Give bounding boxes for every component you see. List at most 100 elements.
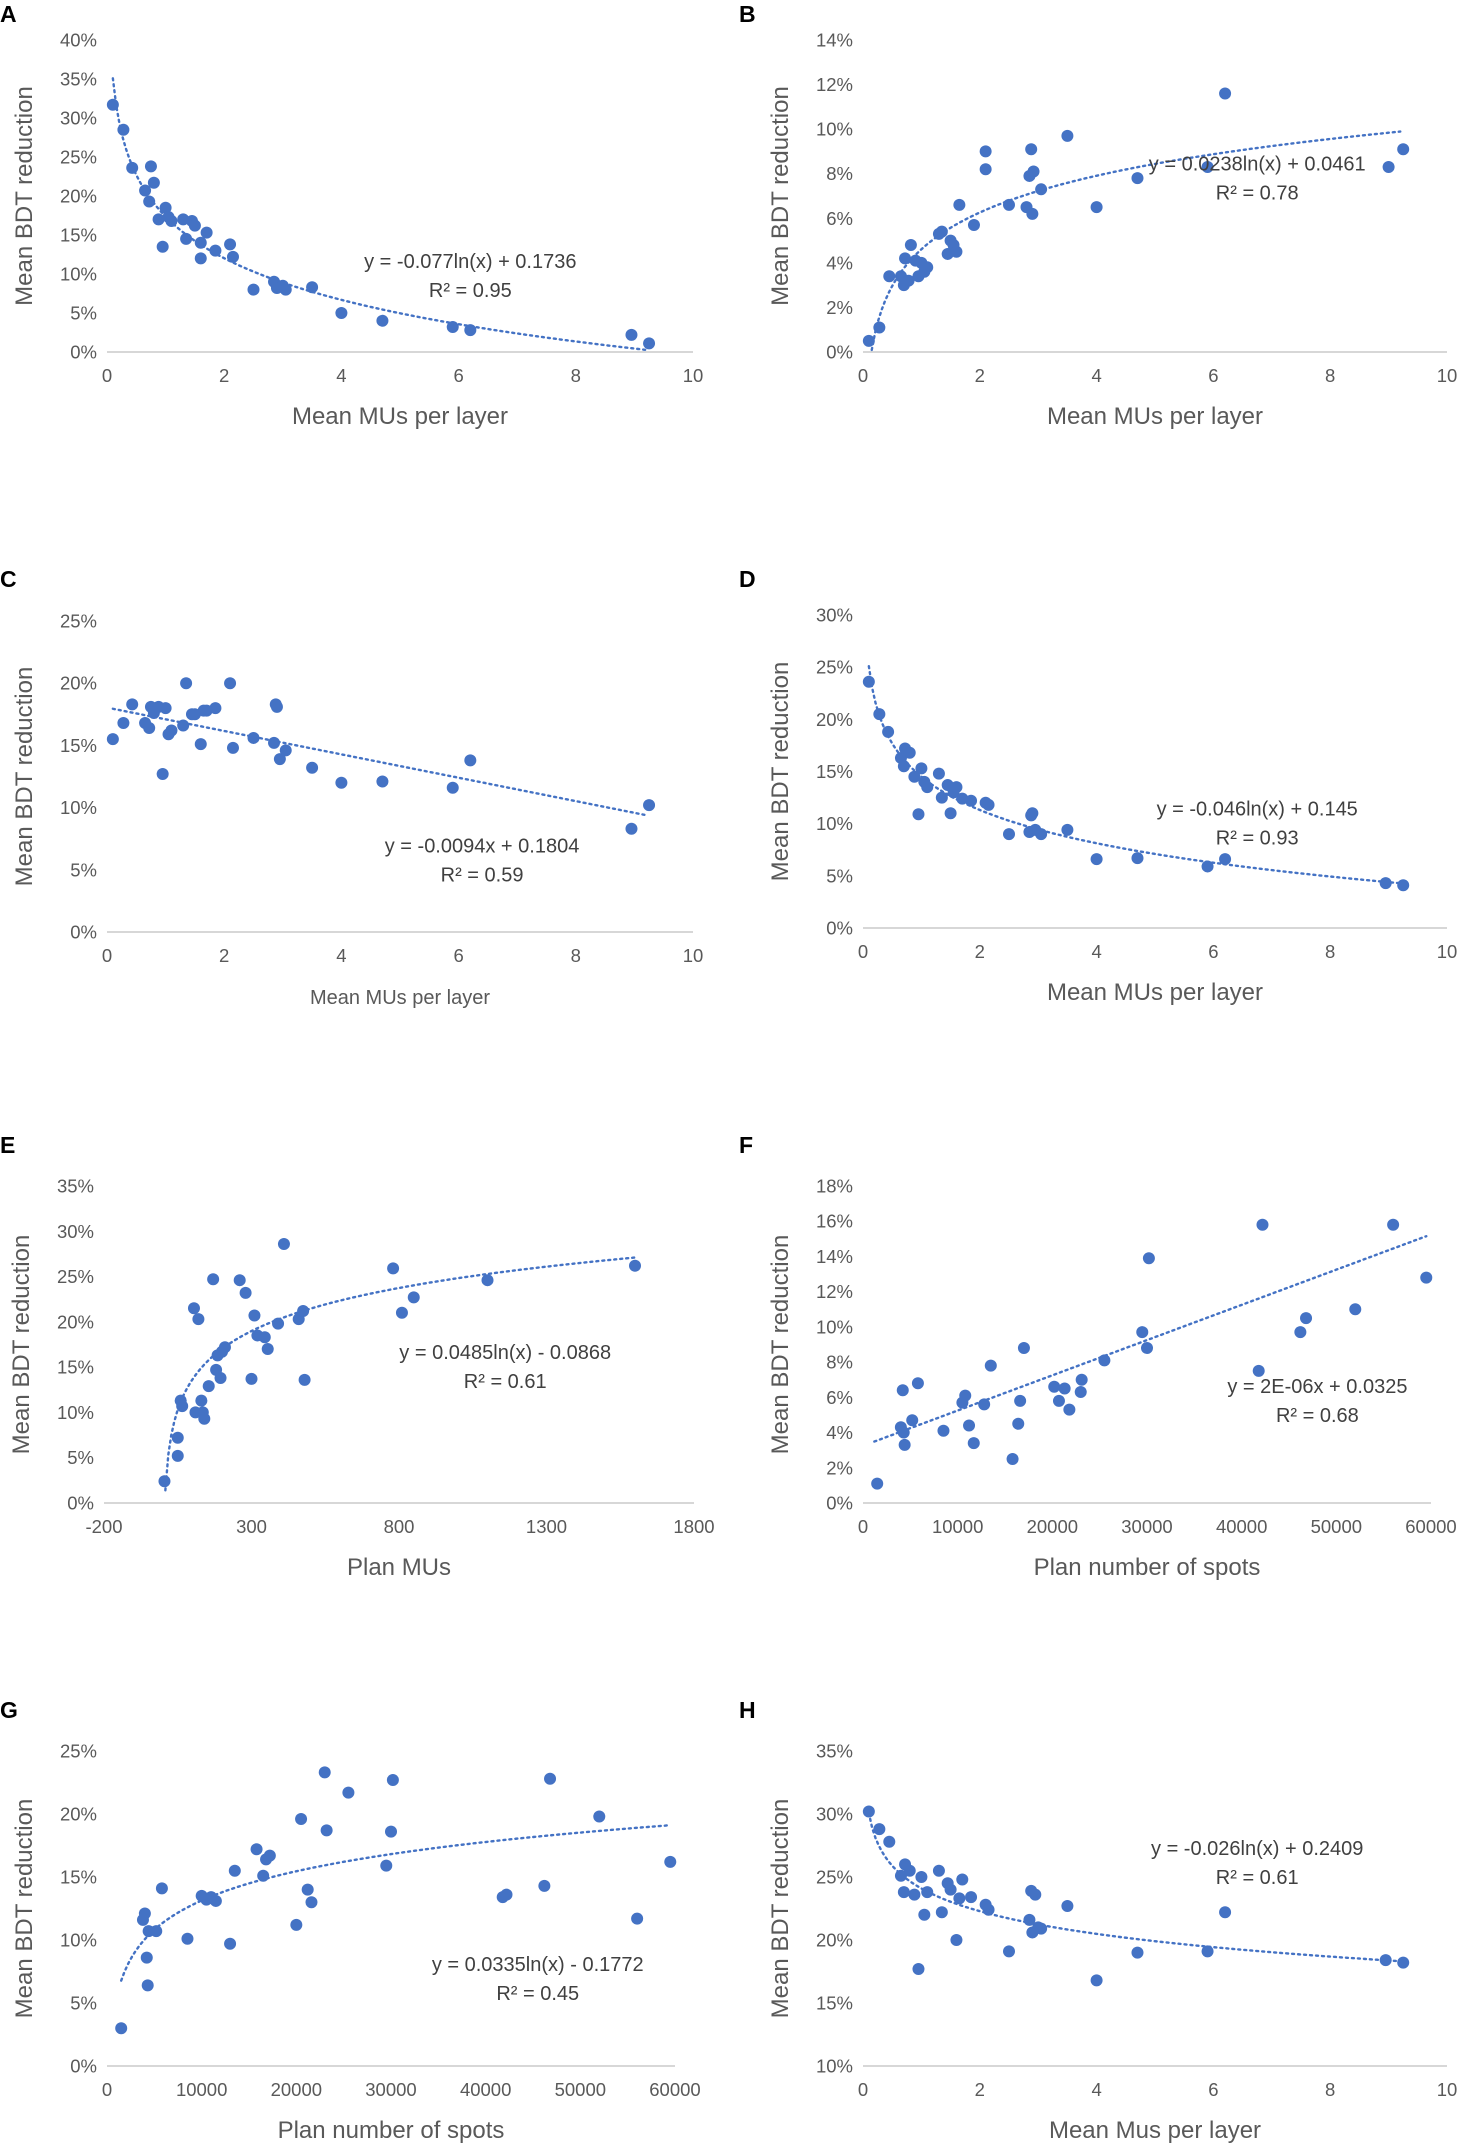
data-point bbox=[643, 337, 656, 350]
x-tick-label: 0 bbox=[102, 945, 112, 966]
data-point bbox=[318, 1766, 331, 1779]
trendline-equation: y = -0.0094x + 0.1804 bbox=[385, 835, 580, 857]
data-point bbox=[214, 1372, 227, 1385]
data-point bbox=[908, 1888, 921, 1901]
data-point bbox=[224, 677, 237, 690]
x-axis-title: Plan MUs bbox=[347, 1554, 451, 1581]
data-point bbox=[165, 724, 178, 737]
data-point bbox=[903, 1864, 916, 1877]
y-tick-label: 4% bbox=[826, 1422, 853, 1443]
y-tick-label: 20% bbox=[60, 186, 97, 207]
data-point bbox=[144, 160, 157, 173]
y-tick-label: 10% bbox=[60, 264, 97, 285]
y-tick-label: 18% bbox=[816, 1176, 853, 1197]
panel-letter: B bbox=[739, 1, 756, 27]
data-point bbox=[912, 1962, 925, 1975]
y-tick-label: 14% bbox=[816, 1246, 853, 1267]
data-point bbox=[1061, 823, 1074, 836]
x-tick-label: 60000 bbox=[649, 2079, 700, 2100]
data-point bbox=[194, 738, 207, 751]
panel-letter: H bbox=[739, 1697, 756, 1723]
x-tick-label: 50000 bbox=[555, 2079, 606, 2100]
r-squared-label: R² = 0.45 bbox=[496, 1983, 579, 2005]
data-point bbox=[165, 214, 178, 227]
x-tick-label: 6 bbox=[1208, 2079, 1218, 2100]
data-point bbox=[207, 1273, 220, 1286]
data-point bbox=[911, 1377, 924, 1390]
data-point bbox=[967, 1437, 980, 1450]
y-tick-label: 30% bbox=[57, 1221, 94, 1242]
data-point bbox=[481, 1274, 494, 1287]
data-point bbox=[1131, 1946, 1144, 1959]
y-tick-label: 10% bbox=[60, 1930, 97, 1951]
data-point bbox=[944, 807, 957, 820]
data-point bbox=[1035, 183, 1048, 196]
data-point bbox=[273, 753, 286, 766]
x-tick-label: 2 bbox=[975, 365, 985, 386]
data-point bbox=[181, 1932, 194, 1945]
chart-panel-c: C 0% 5% 10% 15% 20% 25% 0 2 4 6 8 10 Mean MUs per lay… bbox=[0, 566, 703, 1009]
x-tick-label: 10 bbox=[1437, 365, 1458, 386]
x-tick-label: 2 bbox=[219, 365, 229, 386]
data-point bbox=[126, 698, 139, 711]
data-point bbox=[1201, 1945, 1214, 1958]
data-point bbox=[544, 1772, 557, 1785]
data-point bbox=[376, 314, 389, 327]
data-point bbox=[1017, 1342, 1030, 1355]
data-point bbox=[862, 675, 875, 688]
data-point bbox=[899, 252, 912, 265]
data-point bbox=[915, 1871, 928, 1883]
y-tick-label: 30% bbox=[60, 108, 97, 129]
y-tick-label: 10% bbox=[816, 119, 853, 140]
data-point bbox=[268, 736, 281, 749]
y-tick-label: 0% bbox=[70, 342, 97, 363]
data-point bbox=[335, 776, 348, 789]
trendline bbox=[120, 1824, 672, 1982]
x-tick-label: 8 bbox=[1325, 365, 1335, 386]
x-tick-label: 4 bbox=[336, 365, 346, 386]
y-tick-label: 35% bbox=[57, 1176, 94, 1197]
data-point bbox=[625, 328, 638, 341]
r-squared-label: R² = 0.59 bbox=[441, 864, 524, 886]
data-point bbox=[209, 1894, 222, 1907]
data-point bbox=[156, 768, 169, 781]
x-tick-label: 0 bbox=[102, 365, 112, 386]
data-point bbox=[937, 1424, 950, 1437]
x-tick-label: 10 bbox=[1437, 941, 1458, 962]
data-point bbox=[903, 746, 916, 759]
x-tick-label: 6 bbox=[453, 945, 463, 966]
y-tick-label: 0% bbox=[826, 918, 853, 939]
x-axis-title: Plan number of spots bbox=[1034, 1554, 1261, 1581]
data-point bbox=[871, 1477, 884, 1490]
y-tick-label: 5% bbox=[70, 859, 97, 880]
y-tick-label: 2% bbox=[826, 297, 853, 318]
y-axis-title: Mean BDT reduction bbox=[767, 1235, 794, 1455]
data-point bbox=[152, 213, 165, 226]
data-point bbox=[380, 1859, 393, 1872]
trendline-equation: y = 2E-06x + 0.0325 bbox=[1227, 1376, 1407, 1398]
data-point bbox=[921, 261, 934, 274]
y-tick-label: 15% bbox=[60, 225, 97, 246]
x-axis-title: Mean MUs per layer bbox=[1047, 979, 1263, 1006]
x-tick-label: 2 bbox=[975, 2079, 985, 2100]
y-axis-title: Mean BDT reduction bbox=[767, 662, 794, 882]
data-point bbox=[1379, 877, 1392, 890]
data-point bbox=[950, 245, 963, 258]
r-squared-label: R² = 0.95 bbox=[429, 280, 512, 302]
data-point bbox=[117, 123, 130, 136]
panel-letter: F bbox=[739, 1132, 753, 1158]
data-point bbox=[629, 1259, 641, 1272]
x-tick-label: 2 bbox=[219, 945, 229, 966]
trendline bbox=[867, 665, 1402, 885]
y-tick-label: 15% bbox=[60, 735, 97, 756]
data-point bbox=[342, 1786, 355, 1799]
y-tick-label: 40% bbox=[60, 30, 97, 51]
x-tick-label: -200 bbox=[85, 1516, 122, 1537]
data-point bbox=[386, 1773, 399, 1786]
data-point bbox=[228, 1864, 241, 1877]
x-axis-title: Mean Mus per layer bbox=[1049, 2117, 1261, 2144]
y-tick-label: 4% bbox=[826, 252, 853, 273]
data-point bbox=[953, 1892, 966, 1905]
data-point bbox=[247, 283, 260, 296]
